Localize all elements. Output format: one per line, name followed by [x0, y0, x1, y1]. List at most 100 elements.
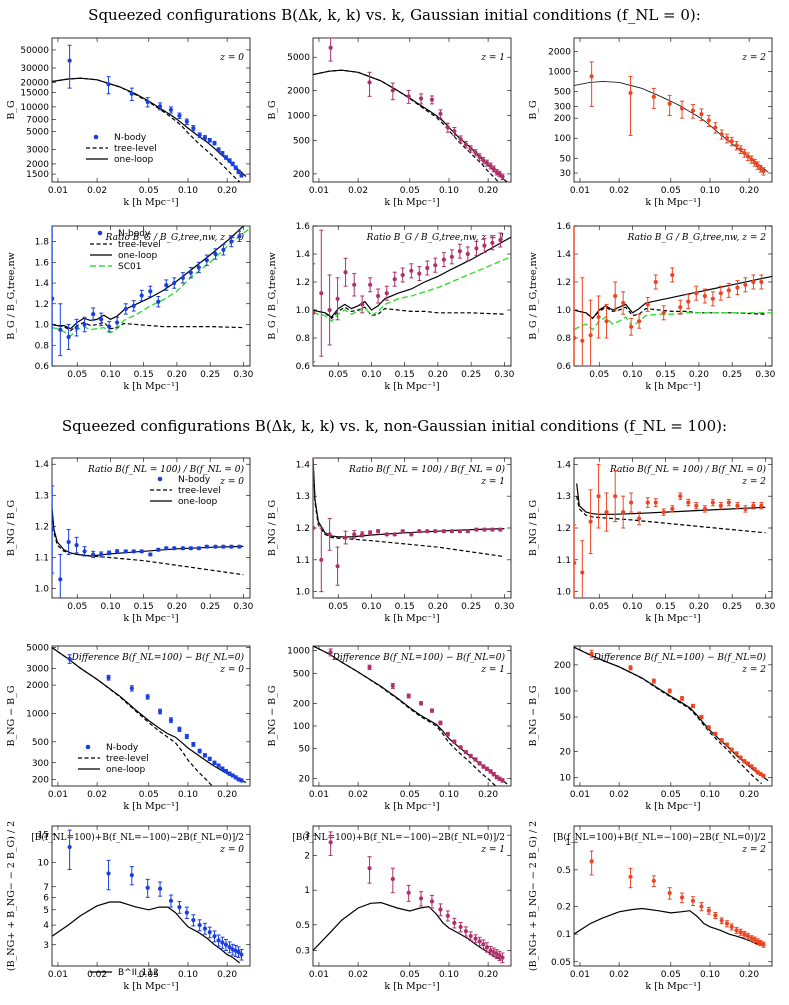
x-tick-label: 0.10 — [178, 186, 198, 196]
panel-annotation: Ratio B_G / B_G,tree,nw, z = 1 — [366, 233, 505, 243]
data-point — [465, 251, 470, 257]
x-axis-label: k [h Mpc⁻¹] — [384, 381, 439, 392]
data-point — [328, 45, 333, 50]
y-axis-label: B_NG / B_G — [528, 500, 539, 556]
data-point — [637, 319, 642, 324]
data-point — [588, 333, 593, 338]
data-point — [91, 312, 96, 317]
series-b-ii-112 — [52, 901, 241, 964]
data-point — [172, 546, 177, 551]
y-tick-label: 7 — [43, 883, 49, 893]
data-point — [678, 494, 683, 499]
data-point — [74, 543, 79, 548]
data-point — [463, 142, 469, 147]
data-point — [343, 535, 348, 540]
chart-r1c2: 0.01 0.02 0.05 0.10 0.20 200 500 1000 2000 5000 k … — [267, 37, 512, 208]
legend-marker-nbody — [85, 744, 91, 750]
y-tick-label: 0.8 — [557, 334, 572, 344]
data-point — [417, 529, 422, 534]
x-tick-label: 0.10 — [361, 370, 381, 380]
data-point — [653, 500, 658, 505]
legend-label: N-body — [114, 133, 147, 143]
data-point — [212, 934, 217, 939]
data-point — [207, 138, 212, 143]
data-point — [694, 503, 699, 508]
legend-marker-nbody — [157, 476, 163, 482]
chart-r5c3: 0.01 0.02 0.05 0.10 0.20 0.05 0.1 0.2 0.5 1 k [h M… — [528, 821, 773, 992]
data-point — [465, 529, 470, 534]
y-tick-label: 2 — [304, 851, 310, 861]
data-point — [82, 322, 87, 327]
chart-r3c2: 0.05 0.10 0.15 0.20 0.25 0.30 1.0 1.1 1.2 1.3 1.4 k… — [267, 457, 515, 624]
chart-r5c1: 0.01 0.02 0.05 0.10 0.20 3 4 5 67 10 15 k [h Mpc⁻¹]… — [6, 821, 251, 992]
data-point — [376, 529, 381, 534]
data-point — [441, 529, 446, 534]
data-point — [604, 509, 609, 515]
y-tick-label: 1.2 — [35, 522, 49, 532]
data-point — [212, 140, 217, 146]
x-axis-label: k [h Mpc⁻¹] — [384, 981, 439, 992]
series-tree-level — [313, 646, 497, 786]
data-point — [360, 302, 365, 307]
data-point — [719, 918, 724, 923]
x-axis-label: k [h Mpc⁻¹] — [645, 981, 700, 992]
y-tick-label: 0.6 — [296, 362, 311, 372]
data-point — [367, 80, 372, 85]
data-point — [484, 766, 490, 771]
data-point — [221, 544, 226, 549]
series-one-loop — [52, 226, 244, 330]
data-point — [148, 289, 153, 294]
data-point — [589, 651, 594, 656]
x-tick-label: 0.10 — [439, 970, 459, 980]
x-axis-label: k [h Mpc⁻¹] — [645, 613, 700, 624]
legend-label: N-body — [106, 743, 139, 753]
data-point — [223, 768, 229, 774]
x-tick-label: 0.15 — [395, 602, 415, 612]
x-tick-label: 0.30 — [755, 602, 775, 612]
plot-area — [574, 463, 766, 598]
x-tick-label: 0.10 — [700, 970, 720, 980]
plot-area — [574, 61, 769, 176]
data-point — [761, 942, 766, 947]
y-tick-label: 100 — [293, 722, 310, 732]
x-tick-label: 0.01 — [48, 970, 68, 980]
data-point — [164, 546, 169, 551]
x-axis-label: k [h Mpc⁻¹] — [384, 801, 439, 812]
data-point — [429, 899, 435, 904]
data-point — [710, 500, 715, 505]
y-tick-label: 1.4 — [296, 460, 311, 470]
y-tick-label: 2000 — [26, 681, 49, 691]
y-tick-label: 1.4 — [296, 250, 311, 260]
data-point — [749, 157, 754, 162]
data-point — [445, 732, 450, 737]
y-axis-label: B_G / B_G,tree,nw — [267, 252, 278, 339]
series-tree-level — [52, 513, 244, 576]
data-point — [679, 106, 685, 111]
y-tick-label: 1.4 — [557, 250, 572, 260]
data-point — [52, 527, 55, 532]
data-point — [197, 922, 202, 928]
data-point — [498, 237, 503, 243]
data-point — [482, 243, 487, 248]
x-tick-label: 0.20 — [217, 186, 237, 196]
x-tick-label: 0.15 — [656, 602, 676, 612]
x-tick-label: 0.15 — [134, 370, 154, 380]
y-tick-label: 0.05 — [551, 958, 571, 968]
y-tick-label: 0.8 — [296, 334, 311, 344]
data-point — [726, 288, 731, 293]
data-point — [237, 234, 242, 239]
x-tick-label: 0.01 — [570, 186, 590, 196]
series-tree-level — [576, 496, 766, 534]
data-point — [482, 527, 487, 532]
y-tick-label: 0.6 — [557, 362, 572, 372]
x-tick-label: 0.10 — [700, 790, 720, 800]
data-point — [172, 280, 177, 286]
data-point — [191, 742, 196, 747]
x-tick-label: 0.02 — [87, 790, 107, 800]
data-point — [457, 529, 462, 534]
data-point — [458, 745, 463, 750]
series-sc01 — [574, 312, 772, 331]
data-point — [679, 895, 685, 900]
